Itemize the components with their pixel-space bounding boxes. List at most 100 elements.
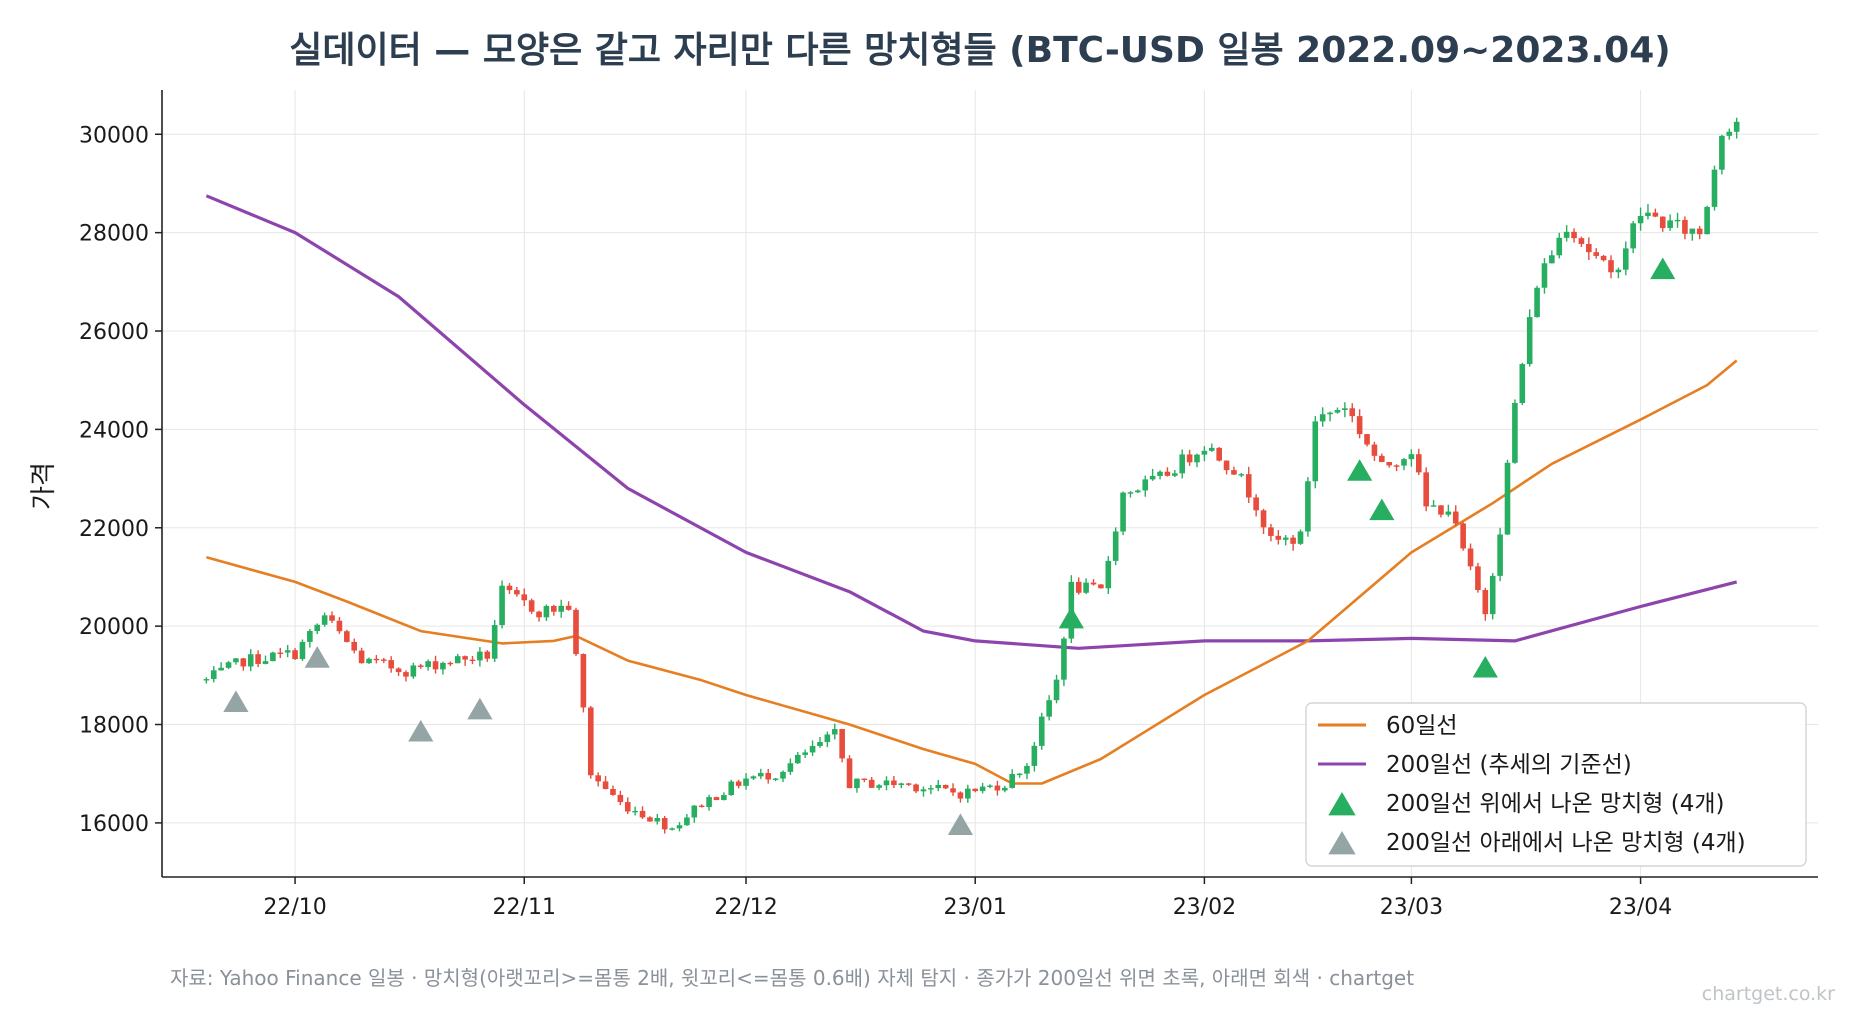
- candle-body: [647, 817, 653, 822]
- candle-body: [639, 810, 646, 818]
- candle-body: [299, 641, 306, 660]
- candle-body: [809, 745, 816, 753]
- candle-body: [366, 658, 372, 664]
- candle-body: [1105, 560, 1112, 589]
- candle-body: [883, 780, 890, 786]
- hammer-above-marker: [1347, 459, 1373, 481]
- candle-body: [1098, 584, 1104, 589]
- x-tick-label: 23/01: [944, 895, 1007, 920]
- candle-body: [1112, 531, 1119, 561]
- candle-body: [1231, 470, 1237, 475]
- candle-body: [1038, 716, 1045, 746]
- legend: 60일선 200일선 (추세의 기준선) 200일선 위에서 나온 망치형 (4개)…: [1305, 702, 1807, 867]
- candle-body: [861, 778, 868, 780]
- candle-body: [728, 781, 735, 796]
- candle-body: [913, 784, 919, 792]
- candle-body: [957, 792, 964, 799]
- candle-body: [1423, 472, 1429, 507]
- candle-body: [1504, 462, 1511, 535]
- candle-body: [307, 631, 313, 642]
- x-tick-label: 23/02: [1173, 895, 1236, 920]
- candle-body: [210, 670, 217, 680]
- hammer-above-marker: [1472, 655, 1498, 678]
- hammer-below-marker: [223, 690, 249, 712]
- candle-body: [905, 783, 912, 785]
- legend-box: [1305, 702, 1807, 867]
- candle-body: [417, 665, 424, 668]
- candle-body: [203, 679, 210, 681]
- candle-body: [1157, 471, 1163, 476]
- legend-label: 60일선: [1386, 713, 1458, 739]
- candle-body: [321, 615, 328, 625]
- candle-body: [1127, 492, 1134, 494]
- candle-body: [225, 662, 232, 668]
- candle-body: [698, 805, 705, 808]
- candle-body: [514, 590, 520, 595]
- candle-body: [1075, 581, 1082, 593]
- candle-body: [425, 661, 431, 668]
- candle-body: [1327, 412, 1333, 415]
- candle-body: [1689, 228, 1696, 234]
- candle-body: [831, 729, 838, 735]
- candle-body: [1704, 206, 1710, 235]
- candle-body: [462, 656, 468, 660]
- y-tick-label: 26000: [79, 320, 149, 345]
- candle-body: [1356, 416, 1363, 435]
- candle-body: [558, 605, 565, 612]
- candle-body: [477, 651, 483, 661]
- candle-body: [817, 742, 823, 746]
- chart-title: 실데이터 — 모양은 같고 자리만 다른 망치형들 (BTC-USD 일봉 20…: [289, 30, 1670, 71]
- candle-body: [1275, 535, 1282, 540]
- candle-body: [617, 794, 624, 803]
- candle-body: [1711, 169, 1718, 207]
- candle-body: [1371, 444, 1378, 456]
- candle-body: [1733, 121, 1740, 132]
- candle-body: [979, 786, 986, 792]
- candle-body: [1135, 490, 1141, 493]
- candle-body: [380, 659, 387, 661]
- candle-body: [240, 658, 247, 667]
- source-note: 자료: Yahoo Finance 일봉 · 망치형(아랫꼬리>=몸통 2배, …: [170, 966, 1414, 990]
- candle-body: [1208, 447, 1215, 451]
- candle-body: [1319, 414, 1326, 422]
- candle-body: [706, 797, 712, 808]
- candle-body: [1031, 745, 1038, 766]
- hammer-above-marker: [1369, 498, 1395, 521]
- candle-body: [691, 805, 698, 818]
- candle-body: [1593, 252, 1600, 256]
- candle-body: [1726, 131, 1733, 136]
- candle-body: [669, 828, 675, 830]
- candle-body: [935, 785, 942, 789]
- candle-body: [1216, 447, 1222, 461]
- x-tick-label: 22/11: [493, 895, 556, 920]
- candle-body: [684, 817, 690, 826]
- candle-body: [765, 772, 772, 780]
- candle-body: [1578, 238, 1585, 244]
- candle-body: [1260, 510, 1267, 528]
- candle-body: [1645, 212, 1651, 217]
- candle-body: [506, 585, 513, 591]
- candle-body: [772, 778, 779, 780]
- legend-label: 200일선 위에서 나온 망치형 (4개): [1386, 791, 1724, 817]
- candle-body: [868, 779, 875, 788]
- candle-body: [1342, 408, 1348, 411]
- candle-body: [1061, 638, 1067, 680]
- candle-body: [521, 594, 528, 601]
- candle-body: [794, 754, 801, 764]
- candle-body: [1379, 455, 1385, 463]
- candle-body: [1696, 228, 1703, 235]
- candle-body: [654, 818, 661, 822]
- moving-averages: [205, 194, 1738, 785]
- candle-body: [233, 658, 239, 663]
- hammer-below-marker: [467, 697, 493, 720]
- y-tick-label: 24000: [79, 418, 149, 443]
- candle-body: [750, 776, 757, 779]
- candle-body: [373, 658, 380, 661]
- candle-body: [1090, 582, 1097, 585]
- candle-body: [1364, 434, 1370, 445]
- candle-body: [528, 600, 535, 612]
- candle-body: [403, 672, 409, 677]
- candle-body: [1172, 473, 1178, 476]
- candle-body: [854, 778, 860, 789]
- candle-body: [1401, 459, 1407, 466]
